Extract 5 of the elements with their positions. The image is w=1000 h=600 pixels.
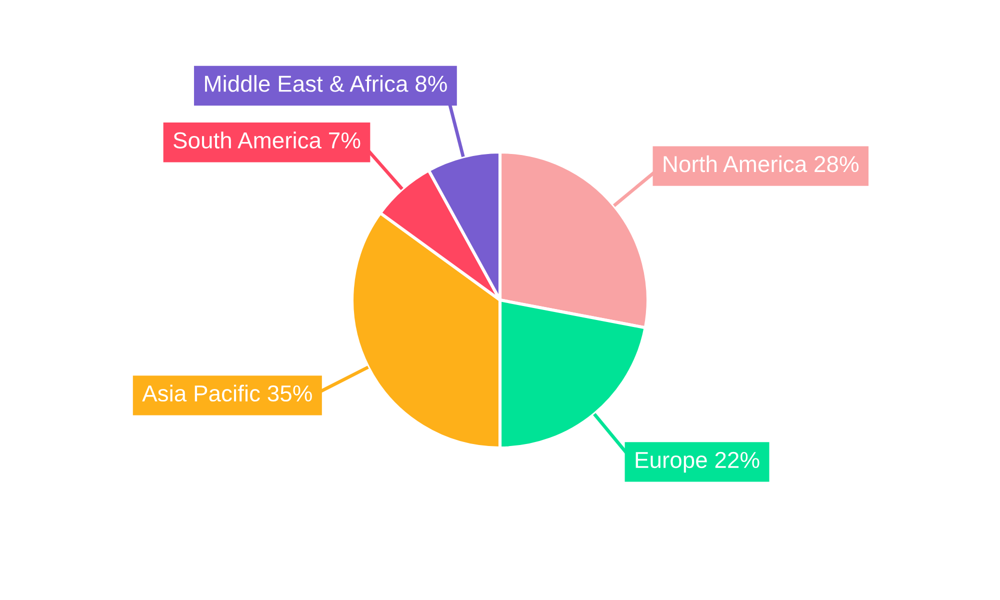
slice-label: Asia Pacific 35% xyxy=(142,384,312,402)
slice-label: South America 7% xyxy=(174,132,360,149)
slice-label: Europe 22% xyxy=(636,452,760,473)
slice-label: North America 28% xyxy=(664,155,859,172)
slice-label: Middle East & Africa 8% xyxy=(205,75,447,92)
